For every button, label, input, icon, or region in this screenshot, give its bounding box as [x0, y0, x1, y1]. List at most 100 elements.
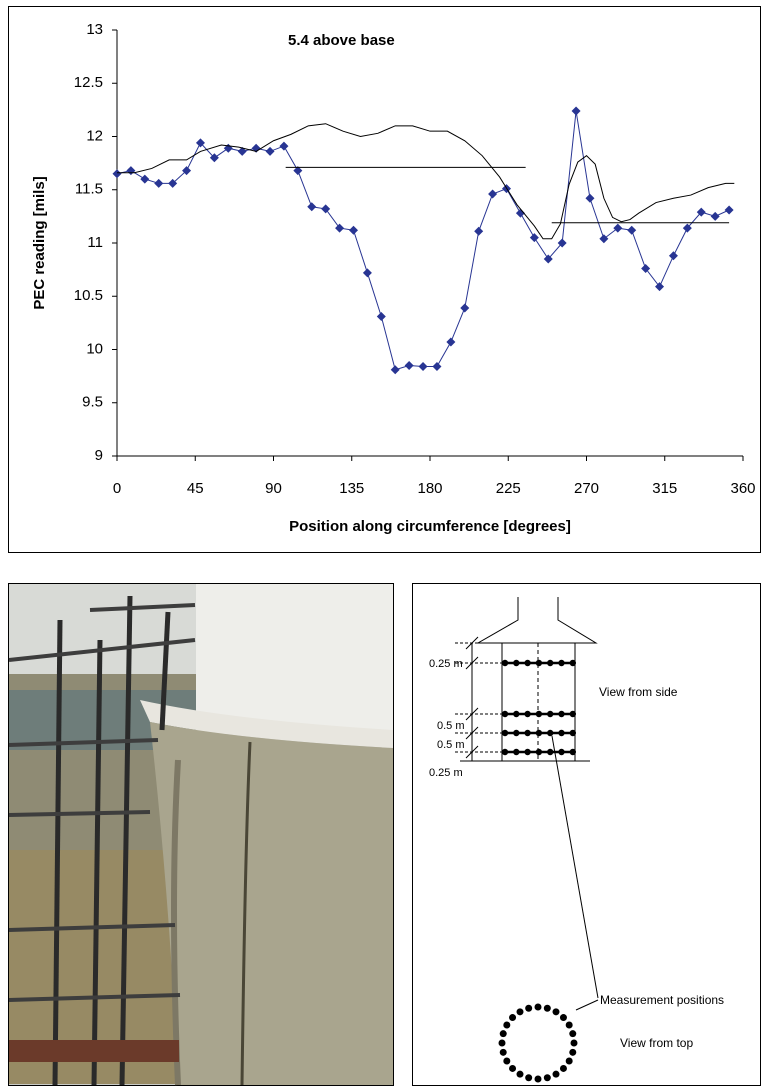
dot — [534, 1075, 542, 1083]
x-tick-label: 180 — [417, 480, 442, 497]
dot — [503, 1057, 511, 1065]
dot — [547, 748, 554, 756]
photo — [8, 583, 394, 1086]
dot — [558, 710, 565, 718]
marker — [446, 337, 456, 347]
dot — [547, 710, 554, 718]
dot — [516, 1070, 524, 1078]
marker — [265, 146, 275, 156]
positions-label: Measurement positions — [600, 993, 724, 1007]
dot — [501, 748, 509, 756]
y-tick-label: 10.5 — [74, 287, 103, 304]
marker — [696, 207, 706, 217]
dot — [543, 1074, 551, 1082]
dot — [558, 748, 565, 756]
marker — [140, 174, 150, 184]
marker — [362, 268, 372, 278]
x-tick-label: 45 — [187, 480, 204, 497]
dot — [513, 748, 520, 756]
marker — [404, 360, 414, 370]
marker — [182, 166, 192, 176]
dot — [524, 710, 531, 718]
marker — [321, 204, 331, 214]
dot — [524, 729, 531, 737]
y-tick-label: 9 — [95, 447, 103, 464]
y-tick-label: 11 — [87, 234, 103, 251]
marker — [432, 362, 442, 372]
dot — [565, 1057, 573, 1065]
dot — [552, 1008, 560, 1016]
dot — [501, 710, 509, 718]
dot — [516, 1008, 524, 1016]
dot — [499, 1030, 507, 1038]
dot — [569, 659, 576, 667]
marker — [237, 146, 247, 156]
dot — [513, 710, 520, 718]
marker — [335, 223, 345, 233]
dot — [513, 729, 520, 737]
dot — [524, 659, 531, 667]
dot — [501, 729, 509, 737]
dot — [524, 748, 531, 756]
y-tick-label: 13 — [86, 21, 103, 38]
y-tick-label: 11.5 — [75, 181, 103, 198]
dot — [534, 1003, 542, 1011]
dot — [525, 1004, 533, 1012]
x-tick-label: 315 — [652, 480, 677, 497]
marker — [641, 264, 651, 274]
dot — [525, 1074, 533, 1082]
dot — [565, 1021, 573, 1029]
top-view-label: View from top — [620, 1036, 693, 1050]
x-tick-label: 90 — [265, 480, 282, 497]
marker — [529, 233, 539, 243]
diagram — [412, 583, 761, 1086]
dimension-label: 0.5 m — [437, 739, 465, 751]
y-tick-label: 12 — [86, 127, 103, 144]
marker — [668, 251, 678, 261]
dot — [569, 1048, 577, 1056]
marker — [460, 303, 470, 313]
y-tick-label: 10 — [86, 340, 103, 357]
dot — [535, 729, 543, 737]
dimension-label: 0.25 m — [429, 658, 463, 670]
dot — [547, 659, 554, 667]
marker — [682, 223, 692, 233]
dot — [535, 710, 543, 718]
dot — [569, 710, 576, 718]
marker — [307, 202, 317, 212]
dot — [559, 1064, 567, 1072]
y-tick-label: 9.5 — [82, 394, 103, 411]
x-tick-label: 0 — [113, 480, 121, 497]
marker — [627, 225, 637, 235]
x-tick-label: 135 — [339, 480, 364, 497]
dot — [535, 659, 543, 667]
marker — [348, 225, 358, 235]
dot — [547, 729, 554, 737]
dot — [503, 1021, 511, 1029]
marker — [710, 211, 720, 221]
dot — [543, 1004, 551, 1012]
marker — [557, 238, 567, 248]
y-tick-label: 12.5 — [74, 74, 103, 91]
dot — [535, 748, 543, 756]
dot — [552, 1070, 560, 1078]
marker — [599, 234, 609, 244]
marker — [418, 362, 428, 372]
x-tick-label: 270 — [574, 480, 599, 497]
x-tick-label: 225 — [496, 480, 521, 497]
marker — [154, 178, 164, 188]
marker — [613, 223, 623, 233]
marker — [571, 106, 581, 116]
y-axis-label: PEC reading [mils] — [31, 176, 48, 309]
marker — [724, 205, 734, 215]
marker — [279, 141, 289, 151]
dot — [569, 729, 576, 737]
marker — [390, 365, 400, 375]
dot — [558, 659, 565, 667]
marker — [376, 311, 386, 321]
dot — [513, 659, 520, 667]
x-axis-label: Position along circumference [degrees] — [289, 518, 571, 535]
marker — [112, 169, 122, 179]
